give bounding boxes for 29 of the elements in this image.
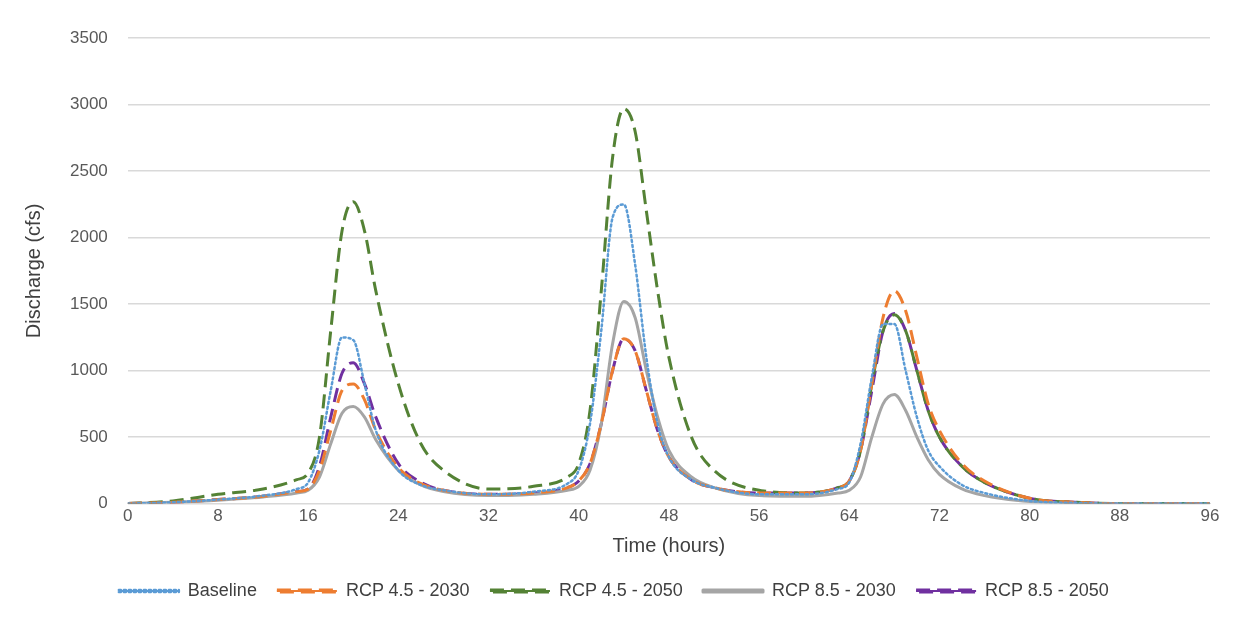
legend-label: RCP 4.5 - 2050 bbox=[558, 579, 683, 600]
y-tick-label: 3500 bbox=[69, 27, 108, 47]
legend-label: Baseline bbox=[187, 579, 257, 600]
y-tick-label: 3000 bbox=[69, 94, 108, 114]
x-tick-label: 72 bbox=[929, 506, 949, 526]
x-tick-label: 64 bbox=[839, 506, 859, 526]
y-tick-label: 0 bbox=[98, 493, 108, 513]
x-tick-label: 40 bbox=[569, 506, 589, 526]
x-tick-label: 48 bbox=[659, 506, 679, 526]
x-tick-label: 16 bbox=[298, 506, 318, 526]
x-tick-label: 88 bbox=[1110, 506, 1130, 526]
x-tick-label: 24 bbox=[388, 506, 408, 526]
x-tick-label: 56 bbox=[749, 506, 769, 526]
x-tick-label: 96 bbox=[1200, 506, 1220, 526]
y-tick-label: 500 bbox=[79, 426, 108, 446]
y-tick-label: 1500 bbox=[69, 293, 108, 313]
y-tick-label: 1000 bbox=[69, 360, 108, 380]
x-axis-title: Time (hours) bbox=[612, 533, 726, 556]
y-tick-label: 2000 bbox=[69, 227, 108, 247]
x-tick-label: 80 bbox=[1020, 506, 1040, 526]
y-tick-label: 2500 bbox=[69, 160, 108, 180]
legend-label: RCP 8.5 - 2050 bbox=[985, 579, 1109, 600]
y-axis-title: Discharge (cfs) bbox=[21, 203, 44, 339]
line-series bbox=[127, 203, 1210, 504]
x-tick-label: 32 bbox=[479, 506, 499, 526]
x-tick-label: 8 bbox=[213, 506, 223, 526]
legend-label: RCP 4.5 - 2030 bbox=[345, 579, 470, 600]
x-tick-label: 0 bbox=[123, 506, 133, 526]
legend-label: RCP 8.5 - 2030 bbox=[772, 579, 896, 600]
